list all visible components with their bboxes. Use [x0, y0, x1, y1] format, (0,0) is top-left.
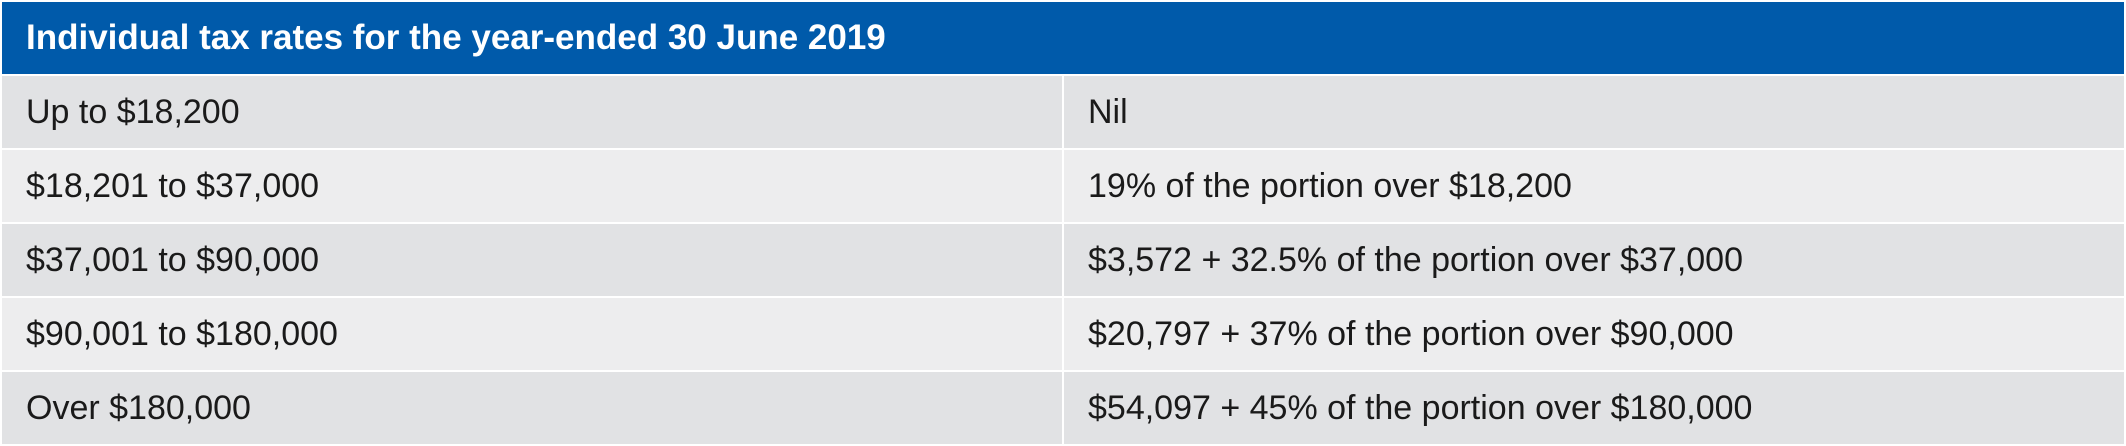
income-range-cell: $90,001 to $180,000 [2, 296, 1064, 371]
table-body: Up to $18,200 Nil $18,201 to $37,000 19%… [2, 74, 2124, 444]
tax-rate-cell: Nil [1063, 74, 2124, 149]
table-header-row: Individual tax rates for the year-ended … [2, 2, 2124, 76]
income-range-cell: Up to $18,200 [2, 74, 1064, 149]
tax-rate-cell: 19% of the portion over $18,200 [1063, 148, 2124, 223]
tax-rate-cell: $20,797 + 37% of the portion over $90,00… [1063, 296, 2124, 371]
income-range-cell: $18,201 to $37,000 [2, 148, 1064, 223]
table-header: Individual tax rates for the year-ended … [2, 2, 2124, 76]
table-row: $18,201 to $37,000 19% of the portion ov… [2, 148, 2124, 223]
table-row: $37,001 to $90,000 $3,572 + 32.5% of the… [2, 222, 2124, 297]
table-title: Individual tax rates for the year-ended … [2, 2, 2124, 76]
tax-rate-cell: $3,572 + 32.5% of the portion over $37,0… [1063, 222, 2124, 297]
table-row: Over $180,000 $54,097 + 45% of the porti… [2, 370, 2124, 444]
table-row: Up to $18,200 Nil [2, 74, 2124, 149]
table-row: $90,001 to $180,000 $20,797 + 37% of the… [2, 296, 2124, 371]
income-range-cell: Over $180,000 [2, 370, 1064, 444]
income-range-cell: $37,001 to $90,000 [2, 222, 1064, 297]
tax-rate-cell: $54,097 + 45% of the portion over $180,0… [1063, 370, 2124, 444]
